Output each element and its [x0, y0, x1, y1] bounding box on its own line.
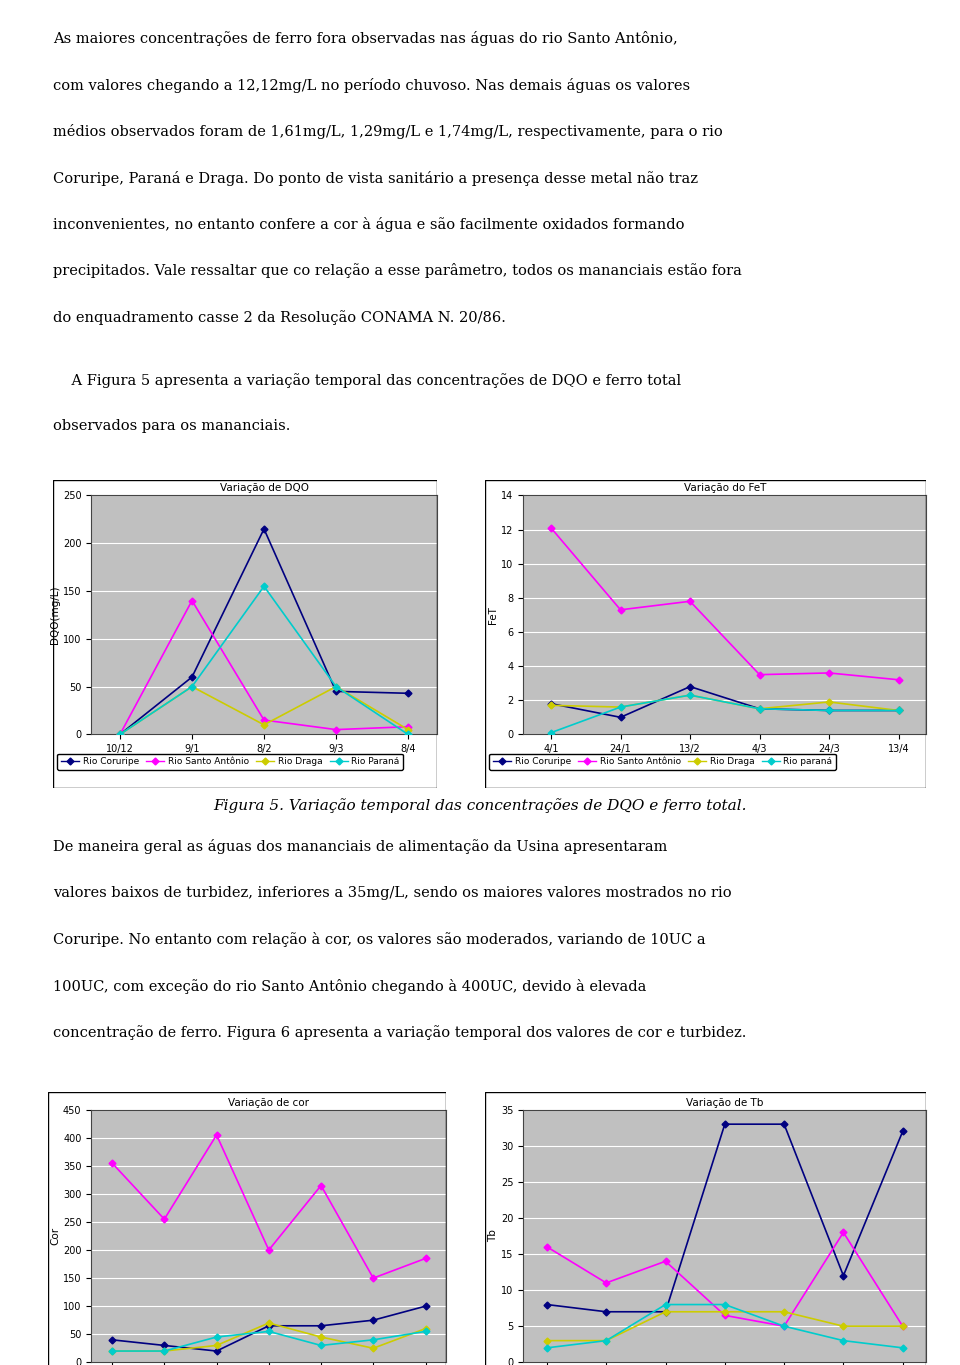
- Text: valores baixos de turbidez, inferiores a 35mg/L, sendo os maiores valores mostra: valores baixos de turbidez, inferiores a…: [53, 886, 732, 900]
- Text: do enquadramento casse 2 da Resolução CONAMA N. 20/86.: do enquadramento casse 2 da Resolução CO…: [53, 310, 506, 325]
- Legend: Rio Coruripe, Rio Santo Antônio, Rio Draga, Rio Paraná: Rio Coruripe, Rio Santo Antônio, Rio Dra…: [58, 753, 403, 770]
- Legend: Rio Coruripe, Rio Santo Antônio, Rio Draga, Rio paraná: Rio Coruripe, Rio Santo Antônio, Rio Dra…: [490, 753, 836, 770]
- X-axis label: Datas: Datas: [249, 756, 279, 767]
- Text: De maneira geral as águas dos mananciais de alimentação da Usina apresentaram: De maneira geral as águas dos mananciais…: [53, 839, 667, 854]
- Text: concentração de ferro. Figura 6 apresenta a variação temporal dos valores de cor: concentração de ferro. Figura 6 apresent…: [53, 1025, 746, 1040]
- Text: Coruripe, Paraná e Draga. Do ponto de vista sanitário a presença desse metal não: Coruripe, Paraná e Draga. Do ponto de vi…: [53, 171, 698, 186]
- Title: Variação de DQO: Variação de DQO: [220, 483, 308, 493]
- Text: com valores chegando a 12,12mg/L no período chuvoso. Nas demais águas os valores: com valores chegando a 12,12mg/L no perí…: [53, 78, 690, 93]
- Y-axis label: DQO(mg/L): DQO(mg/L): [50, 586, 60, 644]
- Y-axis label: Tb: Tb: [489, 1230, 498, 1242]
- Text: médios observados foram de 1,61mg/L, 1,29mg/L e 1,74mg/L, respectivamente, para : médios observados foram de 1,61mg/L, 1,2…: [53, 124, 723, 139]
- Title: Variação de Tb: Variação de Tb: [686, 1097, 763, 1107]
- Text: 100UC, com exceção do rio Santo Antônio chegando à 400UC, devido à elevada: 100UC, com exceção do rio Santo Antônio …: [53, 979, 646, 994]
- Text: Figura 5. Variação temporal das concentrações de DQO e ferro total.: Figura 5. Variação temporal das concentr…: [213, 799, 747, 814]
- Text: observados para os mananciais.: observados para os mananciais.: [53, 419, 290, 433]
- Text: precipitados. Vale ressaltar que co relação a esse parâmetro, todos os mananciai: precipitados. Vale ressaltar que co rela…: [53, 263, 742, 278]
- Y-axis label: Cor: Cor: [50, 1227, 60, 1245]
- Text: A Figura 5 apresenta a variação temporal das concentrações de DQO e ferro total: A Figura 5 apresenta a variação temporal…: [53, 373, 681, 388]
- Text: Coruripe. No entanto com relação à cor, os valores são moderados, variando de 10: Coruripe. No entanto com relação à cor, …: [53, 932, 706, 947]
- Title: Variação de cor: Variação de cor: [228, 1097, 309, 1107]
- Text: As maiores concentrações de ferro fora observadas nas águas do rio Santo Antônio: As maiores concentrações de ferro fora o…: [53, 31, 678, 46]
- Title: Variação do FeT: Variação do FeT: [684, 483, 766, 493]
- X-axis label: Datas: Datas: [709, 756, 740, 767]
- Y-axis label: FeT: FeT: [489, 606, 498, 624]
- Text: inconvenientes, no entanto confere a cor à água e são facilmente oxidados forman: inconvenientes, no entanto confere a cor…: [53, 217, 684, 232]
